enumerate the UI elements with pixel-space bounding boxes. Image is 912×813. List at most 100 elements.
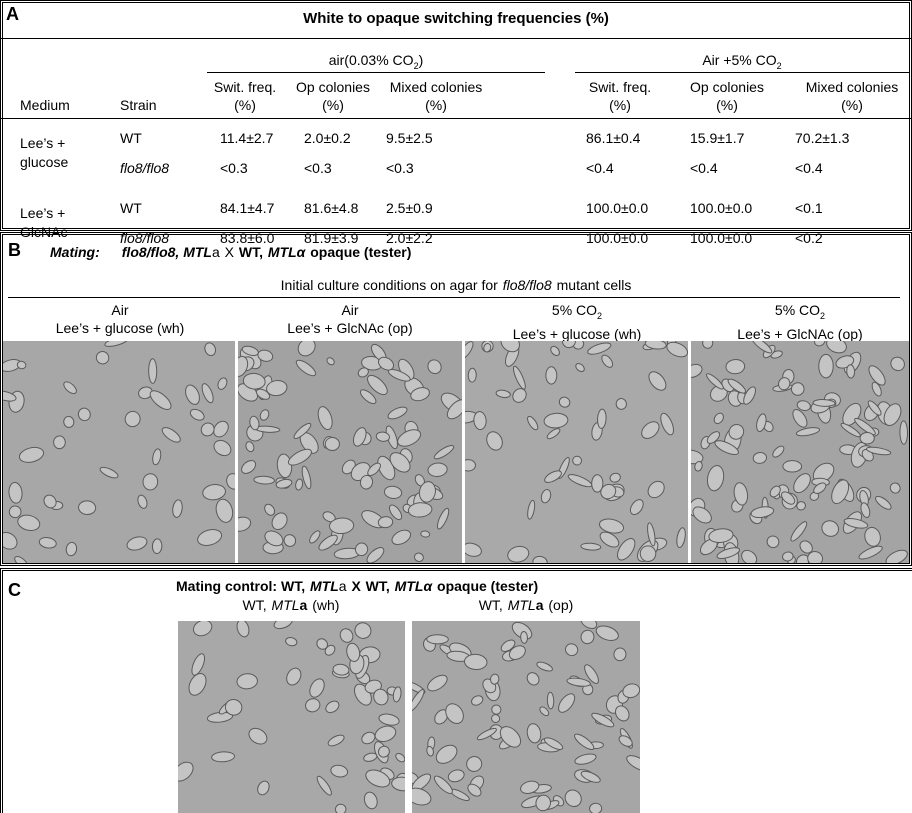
strain: WT	[120, 200, 142, 216]
undefined: (wh)	[312, 597, 339, 613]
figure: A White to opaque switching frequencies (…	[0, 0, 912, 813]
undefined: X	[225, 244, 234, 260]
cell-value: <0.2	[795, 230, 823, 246]
table-title: White to opaque switching frequencies (%…	[303, 10, 609, 27]
medium-line: Lee’s +	[20, 134, 68, 153]
column-header-line: (%)	[589, 96, 651, 114]
undefined: )	[419, 52, 424, 68]
condition-label: 5% CO2Lee’s + glucose (wh)	[513, 301, 642, 343]
cell	[149, 359, 157, 384]
mating-title: Mating:flo8/flo8, MTLaXWT,MTLαopaque (te…	[50, 244, 411, 260]
cell-value: <0.1	[795, 200, 823, 216]
medium: Lee’s + glucose (wh)	[56, 319, 185, 337]
column-header-line: Op colonies	[296, 78, 370, 96]
undefined: a	[212, 244, 220, 260]
undefined: Air	[341, 302, 358, 318]
column-header-line: Op colonies	[690, 78, 764, 96]
panel-label: B	[8, 240, 21, 261]
undefined: WT,	[243, 597, 267, 613]
undefined: Mating control: WT,	[176, 578, 305, 594]
micrograph	[178, 621, 405, 813]
undefined: MTL	[268, 244, 297, 260]
cell	[846, 365, 855, 379]
subtitle: Initial culture conditions on agar for fl…	[281, 277, 632, 293]
panel-label: A	[6, 4, 19, 25]
strain: flo8/flo8	[120, 160, 169, 176]
medium-line: GlcNAc	[20, 223, 67, 242]
cell	[860, 432, 875, 444]
cell-value: <0.4	[795, 160, 823, 176]
column-header: Op colonies(%)	[690, 78, 764, 114]
medium-line: glucose	[20, 153, 68, 172]
cell	[819, 354, 834, 378]
column-header-line: Mixed colonies	[390, 78, 483, 96]
undefined: opaque (tester)	[310, 244, 411, 260]
column-header-line: Strain	[120, 96, 157, 114]
cell-value: 70.2±1.3	[795, 130, 849, 146]
image-label: WT,MTLa(op)	[479, 597, 574, 613]
cell	[900, 421, 908, 445]
undefined: 5% CO	[775, 302, 820, 318]
condition-label: 5% CO2Lee’s + GlcNAc (op)	[737, 301, 862, 343]
medium-label: Lee’s +GlcNAc	[20, 204, 67, 242]
strain: WT	[120, 130, 142, 146]
undefined: 5% CO	[552, 302, 597, 318]
panel-label: C	[8, 580, 21, 601]
column-header: Swit. freq.(%)	[589, 78, 651, 114]
column-header-line: (%)	[214, 96, 276, 114]
cell	[420, 530, 430, 537]
atmosphere: 5% CO2	[737, 301, 862, 325]
cell	[427, 635, 449, 644]
control-title: Mating control: WT,MTLaXWT,MTLαopaque (t…	[176, 578, 538, 594]
undefined: 2	[777, 61, 782, 71]
micrograph	[691, 341, 909, 563]
column-header-line: Mixed colonies	[806, 78, 899, 96]
cell-value: <0.3	[304, 160, 332, 176]
condition-header: air(0.03% CO2)	[329, 52, 424, 71]
undefined: Initial culture conditions on agar for	[281, 277, 498, 293]
cell-value: 100.0±0.0	[690, 230, 752, 246]
image-label: WT,MTLa(wh)	[243, 597, 340, 613]
micrograph	[238, 341, 462, 563]
undefined: flo8/flo8, MTL	[122, 244, 212, 260]
cell	[325, 437, 340, 451]
cell-value: 100.0±0.0	[690, 200, 752, 216]
cell-value: 81.6±4.8	[304, 200, 358, 216]
cell	[143, 473, 158, 490]
cell-value: <0.3	[386, 160, 414, 176]
undefined: MTL	[395, 578, 424, 594]
cell	[520, 631, 528, 643]
undefined: opaque (tester)	[437, 578, 538, 594]
undefined: MTL	[272, 597, 300, 613]
column-header-line: (%)	[390, 96, 483, 114]
undefined: mutant cells	[557, 277, 632, 293]
undefined: flo8/flo8	[503, 277, 552, 293]
cell-value: 11.4±2.7	[220, 130, 273, 146]
undefined: a	[536, 597, 544, 613]
cell-value: 2.0±0.2	[304, 130, 351, 146]
undefined: MTL	[310, 578, 339, 594]
cell-value: 2.5±0.9	[386, 200, 433, 216]
micrograph	[3, 341, 235, 563]
cell-value: 100.0±0.0	[586, 200, 648, 216]
undefined: Air +5% CO	[702, 52, 776, 68]
cell-value: 9.5±2.5	[386, 130, 433, 146]
undefined: a	[339, 578, 347, 594]
undefined: 2	[820, 311, 825, 321]
rule	[0, 38, 912, 39]
medium: Lee’s + GlcNAc (op)	[287, 319, 412, 337]
cell	[468, 368, 476, 382]
undefined: WT,	[479, 597, 503, 613]
cell-value: 100.0±0.0	[586, 230, 648, 246]
column-header-line: (%)	[806, 96, 899, 114]
undefined: 2	[597, 311, 602, 321]
condition-header: Air +5% CO2	[702, 52, 781, 71]
micrograph	[412, 621, 640, 813]
column-header-line: Swit. freq.	[589, 78, 651, 96]
undefined: Mating:	[50, 244, 100, 260]
column-header-line: (%)	[690, 96, 764, 114]
cell	[589, 803, 602, 813]
rule	[575, 72, 910, 73]
undefined: (op)	[548, 597, 573, 613]
cell	[152, 539, 162, 554]
